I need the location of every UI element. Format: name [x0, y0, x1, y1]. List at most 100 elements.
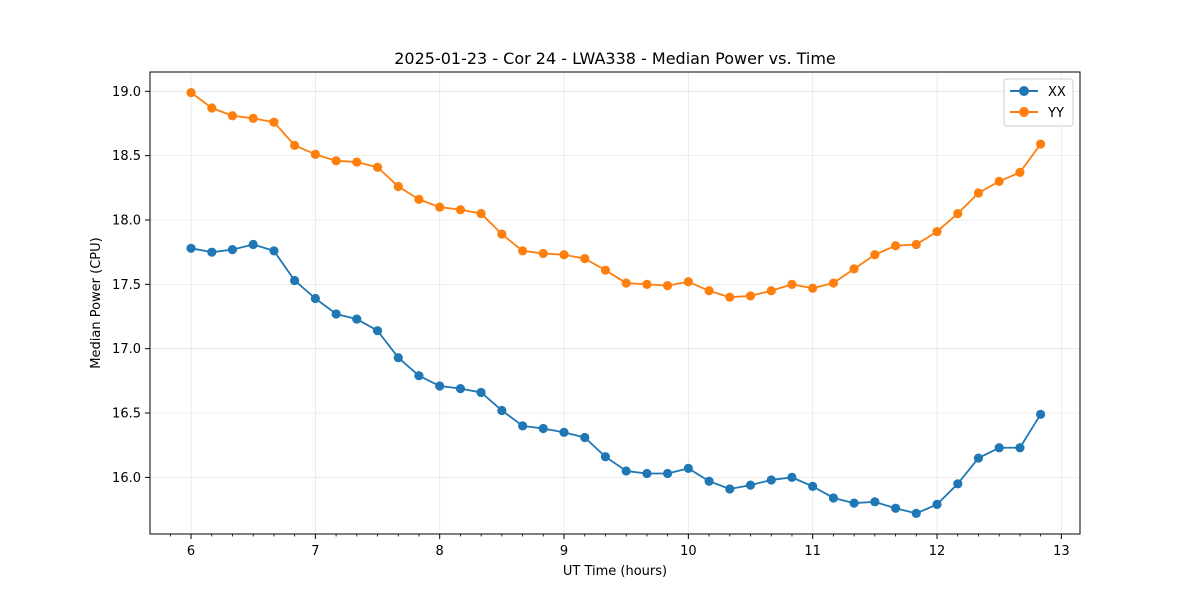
data-point-yy	[621, 278, 631, 288]
data-point-yy	[455, 205, 466, 215]
data-point-xx	[435, 381, 445, 391]
data-point-xx	[973, 453, 984, 463]
data-point-yy	[600, 265, 611, 275]
data-point-yy	[580, 254, 590, 264]
data-point-xx	[662, 468, 673, 479]
y-tick-label: 18.5	[112, 149, 141, 164]
legend-label-yy: YY	[1047, 106, 1064, 121]
data-point-yy	[538, 248, 548, 259]
data-point-xx	[414, 371, 424, 381]
data-point-xx	[269, 246, 279, 256]
data-point-yy	[766, 286, 776, 296]
data-point-xx	[227, 244, 238, 255]
data-point-xx	[372, 326, 383, 336]
data-point-yy	[435, 202, 445, 212]
data-point-yy	[891, 241, 901, 251]
data-point-xx	[393, 353, 403, 363]
data-point-xx	[538, 423, 548, 434]
x-tick-label: 13	[1053, 544, 1070, 559]
legend-marker-xx	[1019, 86, 1029, 96]
data-point-yy	[289, 140, 300, 150]
legend: XX YY	[1003, 78, 1074, 127]
data-point-yy	[476, 208, 486, 219]
x-axis: 6 7 8 9 10 11 12 13	[169, 534, 1070, 559]
data-point-yy	[870, 250, 880, 260]
data-point-yy	[227, 111, 238, 121]
data-point-xx	[455, 383, 466, 394]
x-tick-label: 12	[929, 544, 946, 559]
data-point-xx	[186, 243, 196, 253]
data-point-yy	[518, 246, 528, 256]
data-point-yy	[372, 162, 383, 172]
data-point-yy	[973, 188, 984, 198]
series-layer	[186, 87, 1046, 519]
data-point-xx	[745, 480, 756, 490]
data-point-xx	[725, 484, 735, 494]
data-point-xx	[1015, 443, 1025, 453]
y-axis: 16.0 16.5 17.0 17.5 18.0 18.5 19.0	[112, 85, 150, 486]
data-point-xx	[580, 432, 590, 443]
data-point-yy	[1035, 139, 1046, 149]
data-point-yy	[662, 281, 673, 291]
y-tick-label: 17.5	[112, 278, 141, 293]
data-point-xx	[787, 472, 797, 482]
data-point-yy	[1015, 167, 1025, 177]
data-point-xx	[953, 479, 963, 489]
data-point-xx	[289, 275, 300, 286]
x-tick-label: 6	[187, 544, 195, 559]
data-point-yy	[642, 279, 652, 289]
grid-lines	[150, 72, 1080, 534]
y-tick-label: 16.0	[112, 471, 141, 486]
legend-marker-yy	[1019, 107, 1029, 117]
data-point-yy	[953, 208, 963, 219]
data-point-xx	[849, 498, 859, 508]
data-point-xx	[642, 468, 652, 479]
data-point-xx	[704, 476, 714, 486]
series-line-yy	[190, 91, 1042, 299]
x-tick-label: 8	[436, 544, 444, 559]
data-point-xx	[828, 493, 839, 503]
data-point-xx	[476, 387, 486, 398]
legend-label-xx: XX	[1048, 85, 1066, 100]
data-point-xx	[621, 466, 631, 476]
data-point-yy	[828, 278, 839, 288]
data-point-yy	[808, 283, 818, 293]
data-point-yy	[787, 279, 797, 289]
data-point-xx	[600, 452, 611, 462]
data-point-xx	[248, 239, 258, 250]
data-point-yy	[683, 277, 693, 287]
y-tick-label: 16.5	[112, 407, 141, 422]
data-point-xx	[497, 405, 507, 416]
x-tick-label: 7	[311, 544, 319, 559]
data-point-xx	[870, 497, 880, 507]
data-point-xx	[1035, 409, 1046, 419]
data-point-yy	[745, 291, 756, 301]
data-point-yy	[248, 113, 258, 123]
data-point-yy	[559, 250, 569, 260]
data-point-yy	[911, 239, 921, 250]
data-point-xx	[207, 247, 217, 257]
x-tick-label: 11	[804, 544, 821, 559]
data-point-yy	[331, 156, 341, 166]
data-point-xx	[331, 309, 341, 319]
data-point-yy	[849, 264, 859, 274]
data-point-yy	[352, 157, 362, 167]
data-point-xx	[352, 314, 362, 324]
data-point-xx	[518, 421, 528, 431]
data-point-xx	[808, 481, 818, 491]
data-point-yy	[186, 87, 196, 98]
data-point-xx	[994, 443, 1004, 453]
y-tick-label: 17.0	[112, 342, 141, 357]
data-point-xx	[310, 293, 320, 304]
chart-title: 2025-01-23 - Cor 24 - LWA338 - Median Po…	[394, 49, 836, 68]
data-point-yy	[725, 292, 735, 302]
data-point-yy	[994, 176, 1004, 186]
y-tick-label: 19.0	[112, 85, 141, 100]
x-tick-label: 9	[560, 544, 568, 559]
data-point-yy	[497, 229, 507, 239]
data-point-yy	[932, 226, 942, 237]
data-point-yy	[310, 149, 320, 159]
data-point-xx	[911, 508, 921, 519]
data-point-xx	[932, 499, 942, 510]
